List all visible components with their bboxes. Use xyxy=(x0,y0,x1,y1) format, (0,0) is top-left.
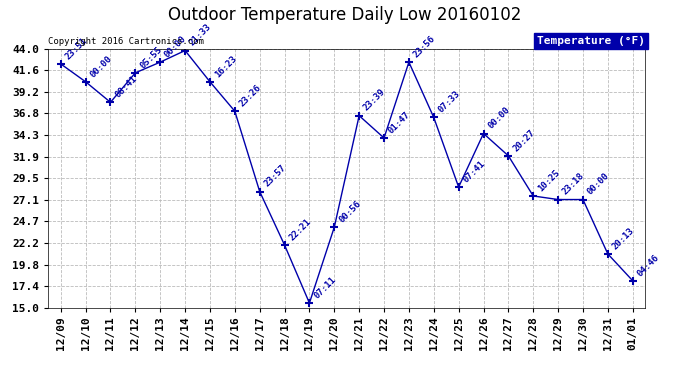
Text: 00:00: 00:00 xyxy=(163,34,188,59)
Text: 23:57: 23:57 xyxy=(262,164,288,189)
Text: 10:25: 10:25 xyxy=(536,168,562,193)
Text: 04:46: 04:46 xyxy=(635,253,661,278)
Text: 22:21: 22:21 xyxy=(287,217,313,242)
Text: 07:41: 07:41 xyxy=(462,159,486,184)
Text: 07:33: 07:33 xyxy=(437,89,462,115)
Text: 05:55: 05:55 xyxy=(138,45,164,70)
Text: 00:00: 00:00 xyxy=(486,105,512,131)
Text: 00:00: 00:00 xyxy=(586,171,611,197)
Text: 08:41: 08:41 xyxy=(113,74,139,99)
Text: 21:33: 21:33 xyxy=(188,22,213,48)
Text: 23:51: 23:51 xyxy=(63,36,89,61)
Text: Outdoor Temperature Daily Low 20160102: Outdoor Temperature Daily Low 20160102 xyxy=(168,6,522,24)
Text: 07:11: 07:11 xyxy=(312,275,337,300)
Text: 23:39: 23:39 xyxy=(362,87,387,113)
Text: 23:26: 23:26 xyxy=(237,83,263,108)
Text: 00:00: 00:00 xyxy=(88,54,114,79)
Text: 00:56: 00:56 xyxy=(337,199,362,224)
Text: 20:13: 20:13 xyxy=(611,226,636,251)
Text: 23:18: 23:18 xyxy=(561,171,586,197)
Text: 16:23: 16:23 xyxy=(213,54,238,79)
Text: 20:27: 20:27 xyxy=(511,128,537,153)
Text: 01:47: 01:47 xyxy=(387,110,412,135)
Text: Copyright 2016 Cartronics.com: Copyright 2016 Cartronics.com xyxy=(48,37,204,46)
Text: 23:56: 23:56 xyxy=(412,34,437,59)
Text: Temperature (°F): Temperature (°F) xyxy=(537,36,645,46)
